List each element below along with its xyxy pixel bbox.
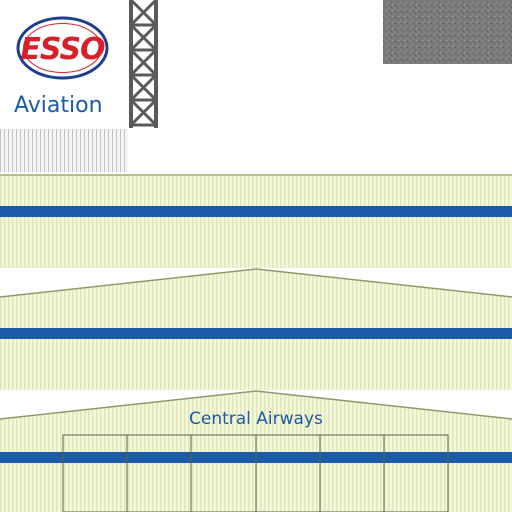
airline-name: Central Airways <box>189 409 323 429</box>
hangar-doors <box>62 434 449 512</box>
blue-stripe <box>0 328 512 339</box>
esso-logo-icon: ESSO <box>16 16 109 80</box>
lattice-tower-icon <box>128 0 158 128</box>
hangar-wall-panel-flat <box>0 174 512 268</box>
logo-wordmark: ESSO <box>20 32 105 67</box>
gravel-patch-icon <box>383 0 512 64</box>
hangar-wall-panel-gable <box>0 268 512 390</box>
hangar-front-panel <box>0 390 512 512</box>
vent-grille-icon <box>0 129 128 172</box>
logo-subtitle: Aviation <box>14 93 103 118</box>
blue-stripe <box>0 206 512 217</box>
